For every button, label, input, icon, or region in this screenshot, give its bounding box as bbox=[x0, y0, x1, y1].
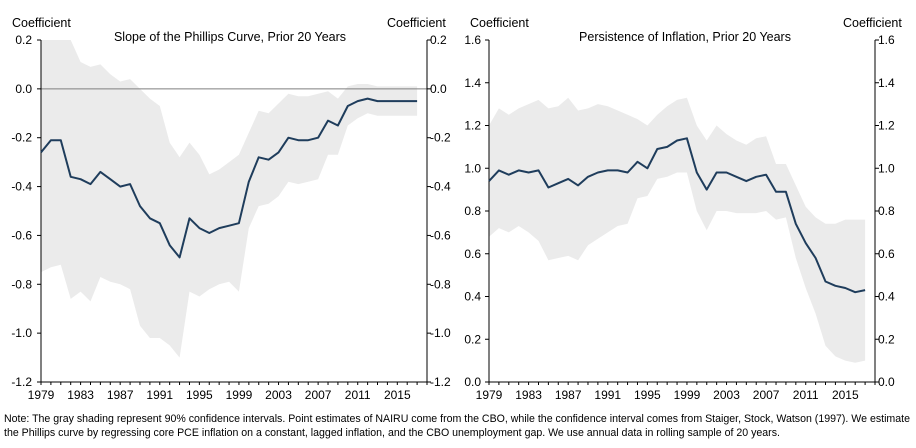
x-tick-label: 1987 bbox=[555, 388, 582, 402]
x-tick-label: 1983 bbox=[67, 388, 94, 402]
y-tick-label-right: -0.8 bbox=[430, 277, 451, 291]
y-tick-label-left: 1.2 bbox=[464, 119, 481, 133]
y-tick-label-left: 1.6 bbox=[464, 33, 481, 47]
x-tick-label: 1983 bbox=[515, 388, 542, 402]
y-tick-label-left: -0.6 bbox=[11, 228, 32, 242]
y-tick-label-right: 0.0 bbox=[878, 375, 895, 389]
y-tick-label-left: 0.6 bbox=[464, 247, 481, 261]
y-tick-label-right: 0.6 bbox=[878, 247, 895, 261]
x-tick-label: 1991 bbox=[146, 388, 173, 402]
y-axis-label-left: Coefficient bbox=[470, 16, 529, 30]
y-tick-label-left: 0.0 bbox=[15, 82, 32, 96]
x-tick-label: 1991 bbox=[594, 388, 621, 402]
x-tick-label: 2003 bbox=[265, 388, 292, 402]
point-estimate-line bbox=[40, 97, 418, 259]
y-tick-label-left: 0.2 bbox=[15, 33, 32, 47]
y-tick-label-right: 0.4 bbox=[878, 290, 895, 304]
y-axis-label-right: Coefficient bbox=[843, 16, 902, 30]
footnote: Note: The gray shading represent 90% con… bbox=[4, 413, 910, 439]
y-tick-label-left: 0.2 bbox=[464, 332, 481, 346]
x-tick-label: 1995 bbox=[186, 388, 213, 402]
y-tick-label-right: 1.0 bbox=[878, 161, 895, 175]
y-tick-label-right: -1.0 bbox=[430, 326, 451, 340]
y-tick-label-right: 0.0 bbox=[430, 82, 447, 96]
y-tick-label-right: 0.2 bbox=[878, 332, 895, 346]
x-tick-label: 2015 bbox=[384, 388, 411, 402]
y-tick-label-left: -1.0 bbox=[11, 326, 32, 340]
x-tick-label: 1999 bbox=[226, 388, 253, 402]
y-tick-label-left: -1.2 bbox=[11, 375, 32, 389]
y-tick-label-right: 0.2 bbox=[430, 33, 447, 47]
y-tick-label-right: -0.2 bbox=[430, 131, 451, 145]
point-estimate-line bbox=[488, 137, 866, 294]
phillips-slope-chart: 0.2 0.2 0.0 0.0 -0.2 -0.2 -0.4 -0.4 -0.6 -0.6 -0.8… bbox=[11, 16, 451, 402]
x-tick-label: 1987 bbox=[107, 388, 134, 402]
confidence-band bbox=[489, 97, 866, 363]
y-tick-label-left: 0.8 bbox=[464, 204, 481, 218]
confidence-band bbox=[41, 40, 418, 358]
y-axis-label-left: Coefficient bbox=[12, 16, 71, 30]
x-tick-label: 1995 bbox=[634, 388, 661, 402]
y-tick-label-left: 0.4 bbox=[464, 290, 481, 304]
y-tick-label-left: 1.4 bbox=[464, 76, 481, 90]
y-tick-label-left: -0.4 bbox=[11, 180, 32, 194]
x-tick-label: 2011 bbox=[345, 388, 371, 402]
x-tick-label: 2007 bbox=[305, 388, 332, 402]
x-tick-label: 2015 bbox=[832, 388, 859, 402]
x-tick-label: 2011 bbox=[793, 388, 819, 402]
y-tick-label-right: -0.4 bbox=[430, 180, 451, 194]
chart-title: Persistence of Inflation, Prior 20 Years bbox=[579, 30, 791, 44]
inflation-persistence-chart: 1.6 1.6 1.4 1.4 1.2 1.2 1.0 1.0 0.8 0.8 0.6 0.6 0.4 0… bbox=[464, 16, 902, 402]
x-tick-label: 2003 bbox=[713, 388, 740, 402]
x-tick-label: 1979 bbox=[28, 388, 55, 402]
x-tick-label: 1979 bbox=[476, 388, 503, 402]
x-tick-label: 2007 bbox=[753, 388, 780, 402]
y-axis-label-right: Coefficient bbox=[387, 16, 446, 30]
y-tick-label-right: 1.4 bbox=[878, 76, 895, 90]
y-tick-label-left: -0.8 bbox=[11, 277, 32, 291]
y-tick-label-right: -0.6 bbox=[430, 228, 451, 242]
y-tick-label-right: -1.2 bbox=[430, 375, 451, 389]
y-tick-label-right: 1.6 bbox=[878, 33, 895, 47]
y-tick-label-left: 0.0 bbox=[464, 375, 481, 389]
chart-title: Slope of the Phillips Curve, Prior 20 Ye… bbox=[114, 30, 346, 44]
y-tick-label-left: 1.0 bbox=[464, 161, 481, 175]
x-tick-label: 1999 bbox=[674, 388, 701, 402]
y-tick-label-right: 0.8 bbox=[878, 204, 895, 218]
y-tick-label-left: -0.2 bbox=[11, 131, 32, 145]
y-tick-label-right: 1.2 bbox=[878, 119, 895, 133]
